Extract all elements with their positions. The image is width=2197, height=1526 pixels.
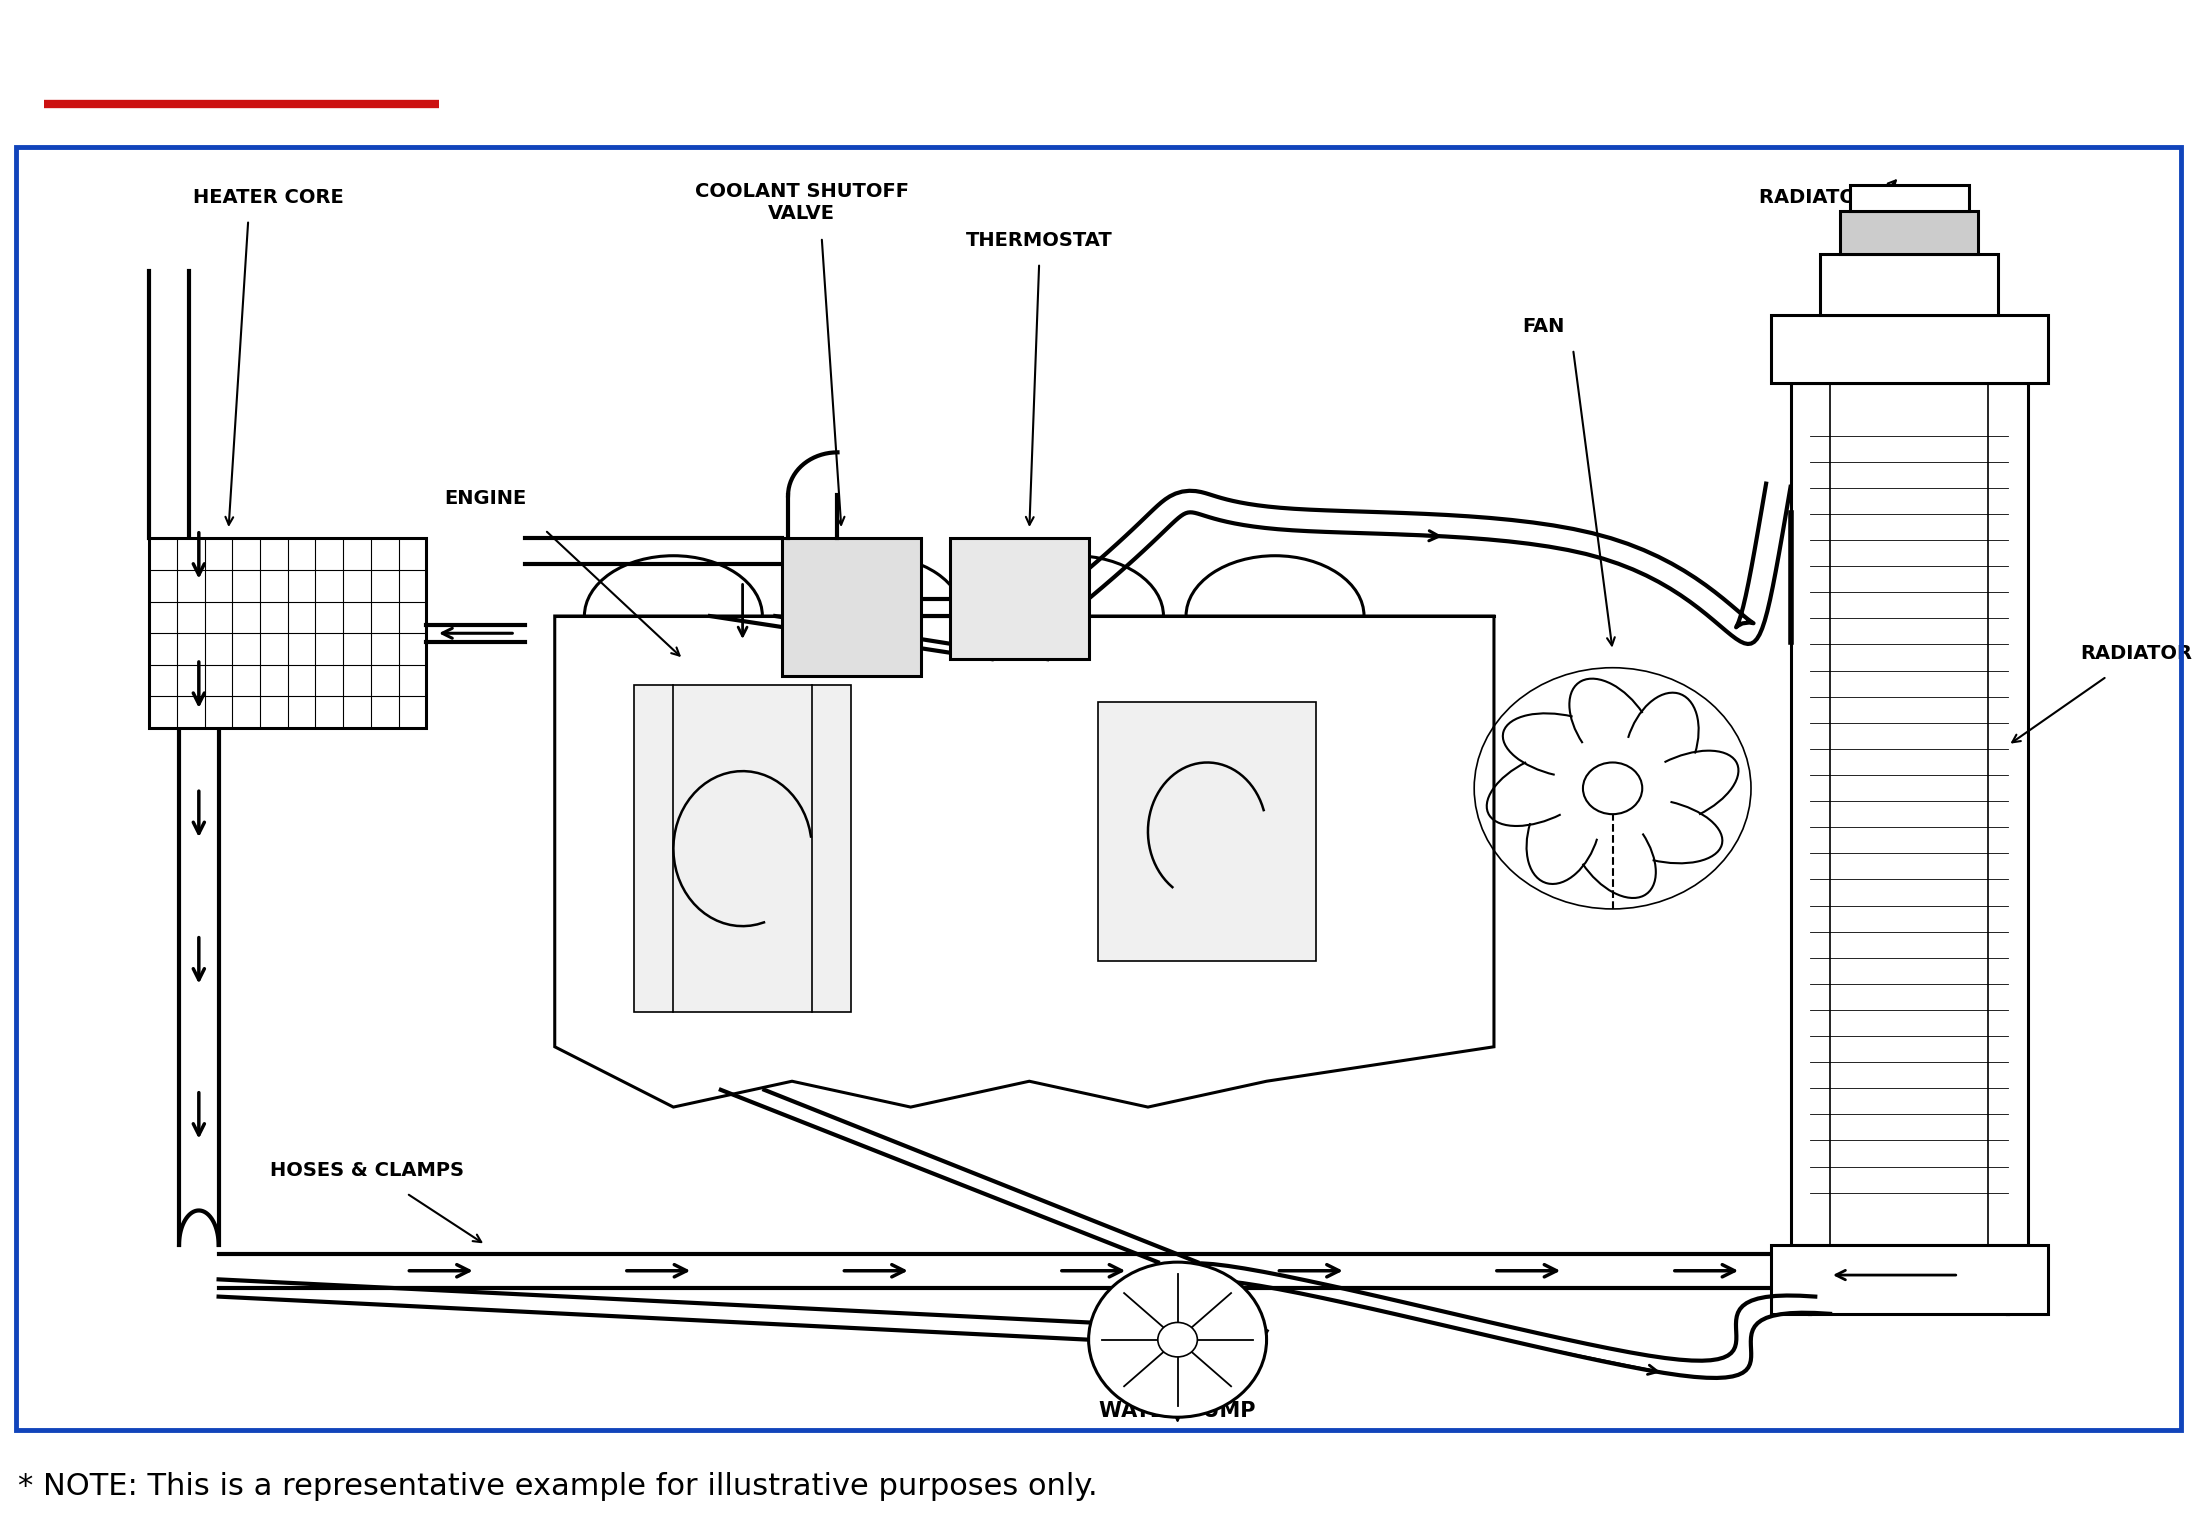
Bar [633,685,850,1012]
Text: * NOTE: This is a representative example for illustrative purposes only.: * NOTE: This is a representative example… [18,1471,1096,1502]
Text: Delco: Delco [176,20,420,95]
Text: ENGINE: ENGINE [444,488,527,508]
Text: FAN: FAN [1523,317,1564,336]
Text: ®: ® [435,27,455,46]
Text: Cooling System Operation: Cooling System Operation [624,18,2012,111]
Bar [782,539,921,676]
Polygon shape [554,617,1494,1106]
Bar [949,539,1090,659]
Circle shape [1582,763,1641,815]
Text: COOLANT SHUTOFF
VALVE: COOLANT SHUTOFF VALVE [694,182,910,223]
Bar [1771,314,2048,383]
Bar [1850,185,1969,211]
Text: THERMOSTAT: THERMOSTAT [967,230,1112,250]
Text: HEATER CORE: HEATER CORE [193,188,343,206]
Bar [1098,702,1316,961]
Bar [1819,255,1997,314]
Text: RADIATOR: RADIATOR [2081,644,2193,664]
Bar [149,539,426,728]
Bar [1771,1245,2048,1314]
Text: HOSES & CLAMPS: HOSES & CLAMPS [270,1161,464,1180]
Circle shape [1088,1262,1265,1418]
Text: AC: AC [48,15,176,99]
Text: RADIATOR CAP: RADIATOR CAP [1760,188,1920,206]
Bar [1791,383,2028,1245]
Bar [1839,211,1977,255]
Circle shape [1158,1323,1197,1357]
Text: WATER PUMP: WATER PUMP [1098,1401,1257,1421]
